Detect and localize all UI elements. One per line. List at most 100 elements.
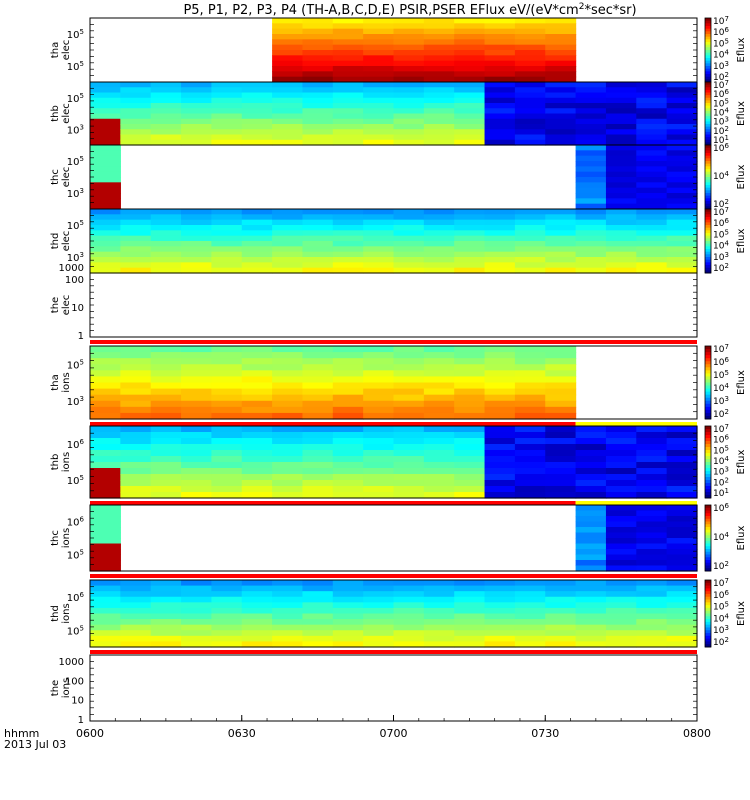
heatmap-cell — [514, 591, 546, 598]
heatmap-cell — [636, 619, 668, 626]
heatmap-cell — [150, 596, 182, 603]
colorbar-segment — [705, 113, 711, 117]
colorbar-segment — [705, 76, 711, 80]
heatmap-cell — [605, 124, 637, 130]
heatmap-cell — [363, 468, 395, 475]
colorbar-segment — [705, 471, 711, 475]
heatmap-cell — [423, 28, 455, 35]
heatmap-cell — [363, 438, 395, 445]
heatmap-cell — [454, 230, 486, 237]
colorbar-segment — [705, 18, 711, 22]
heatmap-cell — [211, 585, 243, 592]
heatmap-cell — [272, 346, 304, 353]
colorbar-segment — [705, 243, 711, 247]
heatmap-cell — [666, 155, 698, 162]
heatmap-cell — [150, 444, 182, 451]
heatmap-cell — [90, 560, 121, 567]
heatmap-cell — [302, 71, 334, 78]
heatmap-cell — [90, 492, 121, 499]
heatmap-cell — [575, 166, 607, 173]
heatmap-cell — [90, 108, 121, 115]
heatmap-cell — [575, 585, 607, 592]
heatmap-cell — [454, 241, 486, 247]
colorbar-segment — [705, 238, 711, 242]
colorbar-segment — [705, 382, 711, 387]
heatmap-cell — [90, 129, 121, 136]
heatmap-cell — [454, 607, 486, 615]
heatmap-cell — [150, 241, 182, 247]
panel-ylabel-line1: thc — [50, 169, 61, 185]
panel-ylabel-line2: elec — [61, 167, 72, 188]
heatmap-cell — [120, 129, 152, 136]
heatmap-cell — [454, 82, 486, 88]
heatmap-cell — [484, 585, 516, 592]
heatmap-cell — [302, 406, 334, 414]
colorbar-tick-label: 105 — [713, 228, 729, 240]
heatmap-cell — [181, 468, 212, 475]
heatmap-cell — [120, 139, 152, 146]
heatmap-cell — [211, 474, 243, 481]
heatmap-cell — [272, 103, 304, 109]
heatmap-cell — [332, 230, 364, 237]
heatmap-cell — [181, 438, 212, 445]
heatmap-cell — [150, 450, 182, 457]
heatmap-cell — [484, 364, 516, 371]
heatmap-cell — [666, 450, 698, 457]
heatmap-cell — [393, 225, 425, 231]
heatmap-cell — [575, 565, 607, 572]
heatmap-cell — [666, 492, 698, 499]
heatmap-cell — [241, 118, 273, 125]
colorbar-segment — [705, 546, 711, 550]
heatmap-cell — [575, 235, 607, 242]
heatmap-cell — [272, 23, 304, 30]
heatmap-cell — [666, 230, 698, 237]
heatmap-cell — [302, 462, 334, 469]
colorbar-segment — [705, 507, 711, 511]
heatmap-cell — [150, 641, 182, 648]
colorbar-segment — [705, 560, 711, 564]
heatmap-cell — [332, 624, 364, 631]
heatmap-cell — [454, 50, 486, 56]
heatmap-cell — [363, 585, 395, 592]
heatmap-cell — [666, 257, 698, 263]
colorbar-segment — [705, 47, 711, 51]
heatmap-cell — [181, 456, 212, 463]
heatmap-cell — [666, 241, 698, 247]
heatmap-cell — [150, 438, 182, 445]
heatmap-cell — [272, 400, 304, 408]
heatmap-cell — [666, 641, 698, 648]
heatmap-cell — [605, 235, 637, 242]
heatmap-cell — [272, 358, 304, 365]
colorbar-tick-label: 103 — [713, 251, 729, 263]
colorbar-segment — [705, 60, 711, 64]
heatmap-cell — [302, 209, 334, 215]
heatmap-cell — [393, 87, 425, 94]
heatmap-cell — [332, 82, 364, 88]
heatmap-cell — [636, 145, 668, 151]
heatmap-cell — [302, 257, 334, 263]
heatmap-cell — [272, 262, 304, 269]
heatmap-cell — [393, 39, 425, 46]
heatmap-cell — [302, 28, 334, 35]
colorbar-segment — [705, 198, 711, 202]
heatmap-cell — [90, 580, 121, 587]
colorbar-segment — [705, 82, 711, 86]
heatmap-cell — [181, 400, 212, 408]
heatmap-cell — [484, 474, 516, 481]
heatmap-cell — [120, 235, 152, 242]
heatmap-cell — [545, 60, 577, 67]
y-tick-label: 105 — [67, 60, 84, 73]
heatmap-cell — [514, 28, 546, 35]
heatmap-cell — [363, 225, 395, 231]
heatmap-cell — [514, 370, 546, 378]
heatmap-cell — [423, 66, 455, 72]
heatmap-cell — [454, 18, 486, 24]
colorbar-segment — [705, 89, 711, 94]
heatmap-cell — [332, 641, 364, 648]
heatmap-cell — [423, 23, 455, 30]
